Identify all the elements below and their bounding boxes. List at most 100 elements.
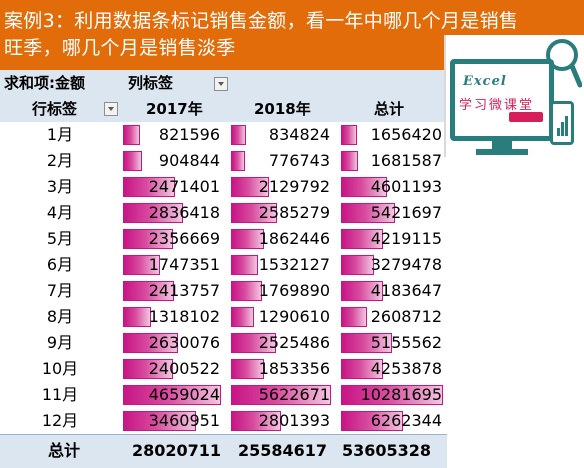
value-number: 2608712 bbox=[370, 307, 442, 326]
data-bar bbox=[341, 229, 383, 249]
data-bar bbox=[123, 125, 140, 145]
table-row: 8月 1318102 1290610 2608712 bbox=[0, 304, 447, 330]
data-bar bbox=[123, 385, 221, 405]
data-bar bbox=[341, 255, 374, 275]
value-number: 5421697 bbox=[370, 203, 442, 222]
data-bar bbox=[123, 229, 173, 249]
value-number: 4183647 bbox=[370, 281, 442, 300]
value-cell: 2608712 bbox=[338, 304, 446, 330]
grand-total-row: 总计 28020711 25584617 53605328 bbox=[0, 434, 447, 468]
value-cell: 1681587 bbox=[338, 148, 446, 174]
data-bar bbox=[231, 333, 276, 353]
data-bar bbox=[123, 359, 173, 379]
value-number: 5622671 bbox=[258, 385, 330, 404]
value-cell: 2356669 bbox=[120, 226, 224, 252]
data-bar bbox=[231, 281, 262, 301]
row-filter-dropdown-icon[interactable] bbox=[104, 102, 118, 116]
data-bar bbox=[341, 125, 357, 145]
data-bar bbox=[123, 281, 174, 301]
data-bar bbox=[341, 281, 383, 301]
data-bar bbox=[123, 151, 142, 171]
value-number: 2585279 bbox=[258, 203, 330, 222]
value-number: 1318102 bbox=[148, 307, 220, 326]
table-row: 7月 2413757 1769890 4183647 bbox=[0, 278, 447, 304]
row-label-month: 8月 bbox=[46, 307, 74, 326]
table-row: 5月 2356669 1862446 4219115 bbox=[0, 226, 447, 252]
value-cell: 4183647 bbox=[338, 278, 446, 304]
table-row: 2月 904844 776743 1681587 bbox=[0, 148, 447, 174]
value-cell: 1747351 bbox=[120, 252, 224, 278]
pivot-table: 求和项:金额 列标签 行标签 2017年 2018年 总计 1月 821596 83… bbox=[0, 70, 447, 468]
value-cell: 1532127 bbox=[228, 252, 334, 278]
value-number: 821596 bbox=[158, 125, 220, 144]
value-cell: 4601193 bbox=[338, 174, 446, 200]
table-row: 6月 1747351 1532127 3279478 bbox=[0, 252, 447, 278]
grand-total-label: 总计 bbox=[48, 441, 81, 460]
grand-total-2018: 25584617 bbox=[238, 441, 328, 460]
row-label-month: 2月 bbox=[46, 151, 74, 170]
value-number: 4659024 bbox=[148, 385, 220, 404]
data-bar bbox=[341, 359, 383, 379]
row-label-month: 12月 bbox=[41, 411, 79, 430]
data-bar bbox=[231, 411, 281, 431]
value-number: 2525486 bbox=[258, 333, 330, 352]
value-number: 10281695 bbox=[360, 385, 442, 404]
value-cell: 1290610 bbox=[228, 304, 334, 330]
logo-tag bbox=[509, 112, 543, 122]
column-header-2017: 2017年 bbox=[146, 100, 203, 118]
value-cell: 2801393 bbox=[228, 408, 334, 434]
logo-subtitle: 学习微课堂 bbox=[459, 98, 535, 113]
value-number: 4253878 bbox=[370, 359, 442, 378]
data-bar bbox=[231, 307, 254, 327]
value-cell: 2630076 bbox=[120, 330, 224, 356]
column-header-total: 总计 bbox=[374, 100, 405, 118]
data-bar bbox=[231, 255, 258, 275]
sum-field-label: 求和项:金额 bbox=[4, 74, 85, 92]
grand-total-all: 53605328 bbox=[342, 441, 432, 460]
banner-line-1: 案例3：利用数据条标记销售金额，看一年中哪几个月是销售 bbox=[4, 10, 519, 32]
data-bar bbox=[341, 411, 403, 431]
data-bar bbox=[123, 333, 178, 353]
value-cell: 2585279 bbox=[228, 200, 334, 226]
value-cell: 3460951 bbox=[120, 408, 224, 434]
value-number: 776743 bbox=[268, 151, 330, 170]
value-cell: 4219115 bbox=[338, 226, 446, 252]
data-bar bbox=[341, 307, 367, 327]
value-number: 1290610 bbox=[258, 307, 330, 326]
value-cell: 1656420 bbox=[338, 122, 446, 148]
value-number: 904844 bbox=[158, 151, 220, 170]
value-cell: 10281695 bbox=[338, 382, 446, 408]
row-labels-label: 行标签 bbox=[32, 100, 78, 118]
data-bar bbox=[231, 385, 331, 405]
row-label-month: 11月 bbox=[41, 385, 79, 404]
value-cell: 821596 bbox=[120, 122, 224, 148]
value-cell: 2525486 bbox=[228, 330, 334, 356]
data-bar bbox=[123, 177, 175, 197]
value-cell: 2836418 bbox=[120, 200, 224, 226]
value-number: 2630076 bbox=[148, 333, 220, 352]
row-label-month: 10月 bbox=[41, 359, 79, 378]
phone-icon bbox=[550, 101, 574, 145]
row-label-month: 5月 bbox=[46, 229, 74, 248]
value-number: 2129792 bbox=[258, 177, 330, 196]
excel-course-logo: Excel 学习微课堂 bbox=[444, 35, 584, 157]
data-bar bbox=[123, 203, 183, 223]
value-number: 4601193 bbox=[370, 177, 442, 196]
row-label-month: 4月 bbox=[46, 203, 74, 222]
data-bar bbox=[341, 151, 358, 171]
row-label-month: 1月 bbox=[46, 125, 74, 144]
value-cell: 5622671 bbox=[228, 382, 334, 408]
value-cell: 2413757 bbox=[120, 278, 224, 304]
value-cell: 1862446 bbox=[228, 226, 334, 252]
data-bar bbox=[231, 151, 245, 171]
column-filter-dropdown-icon[interactable] bbox=[214, 77, 228, 91]
data-bar bbox=[231, 359, 264, 379]
value-cell: 5155562 bbox=[338, 330, 446, 356]
column-header-2018: 2018年 bbox=[254, 100, 311, 118]
grand-total-2017: 28020711 bbox=[132, 441, 222, 460]
value-cell: 2471401 bbox=[120, 174, 224, 200]
row-label-month: 7月 bbox=[46, 281, 74, 300]
value-number: 2400522 bbox=[148, 359, 220, 378]
value-number: 4219115 bbox=[370, 229, 442, 248]
